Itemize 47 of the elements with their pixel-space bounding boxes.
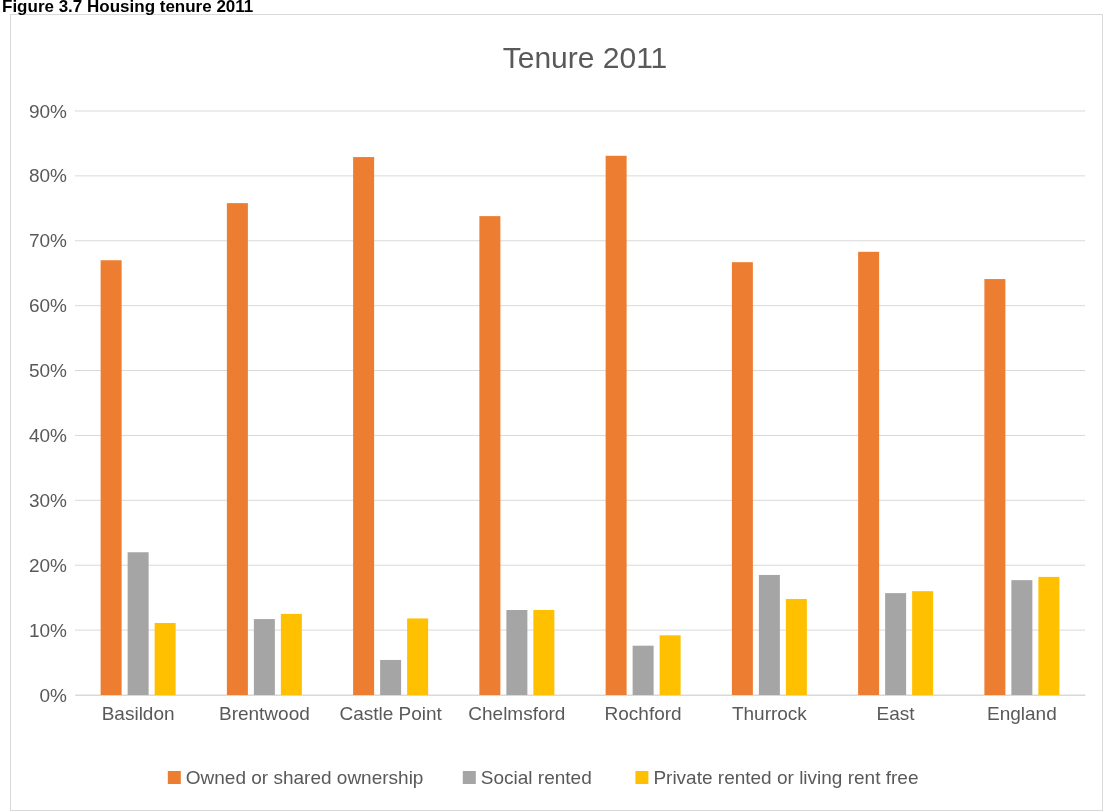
bar [984, 279, 1006, 695]
legend-label: Social rented [480, 767, 592, 788]
bar [407, 618, 429, 695]
bar [100, 260, 122, 695]
caption: Figure 3.7 Housing tenure 2011 [2, 0, 254, 16]
y-tick-label: 30% [28, 489, 68, 511]
x-tick-label: Thurrock [731, 703, 808, 725]
bar [253, 619, 275, 695]
y-tick-label: 90% [28, 100, 68, 122]
bar [632, 645, 654, 695]
x-tick-label: England [987, 703, 1057, 725]
bar [659, 635, 681, 695]
bar [533, 610, 555, 695]
bar [127, 552, 149, 695]
bar [479, 216, 501, 695]
legend-label: Owned or shared ownership [185, 767, 424, 788]
y-tick-label: 10% [28, 619, 68, 641]
bar [731, 262, 753, 695]
y-tick-label: 60% [28, 295, 68, 317]
x-tick-label: East [876, 703, 916, 725]
legend-label: Private rented or living rent free [653, 767, 919, 788]
x-tick-label: Rochford [604, 703, 682, 725]
bar [506, 610, 528, 695]
y-tick-label: 20% [28, 554, 68, 576]
y-tick-label: 40% [28, 425, 68, 447]
bar [1038, 576, 1060, 695]
x-tick-label: Brentwood [218, 703, 310, 725]
bar [785, 598, 807, 695]
bar [280, 613, 302, 695]
y-tick-label: 80% [28, 165, 68, 187]
bar [380, 659, 402, 695]
x-tick-label: Castle Point [339, 703, 443, 725]
y-tick-label: 0% [39, 684, 68, 706]
bar [605, 155, 627, 695]
y-tick-label: 70% [28, 230, 68, 252]
y-tick-label: 50% [28, 360, 68, 382]
bar [353, 157, 375, 695]
bar [885, 593, 907, 695]
bar [226, 203, 248, 695]
x-tick-label: Chelmsford [468, 703, 566, 725]
x-tick-label: Basildon [101, 703, 175, 725]
bar [154, 622, 176, 695]
bar [758, 574, 780, 695]
bar [912, 591, 934, 695]
chart-title: Tenure 2011 [502, 41, 668, 74]
bar [1011, 580, 1033, 695]
bar [858, 251, 880, 695]
